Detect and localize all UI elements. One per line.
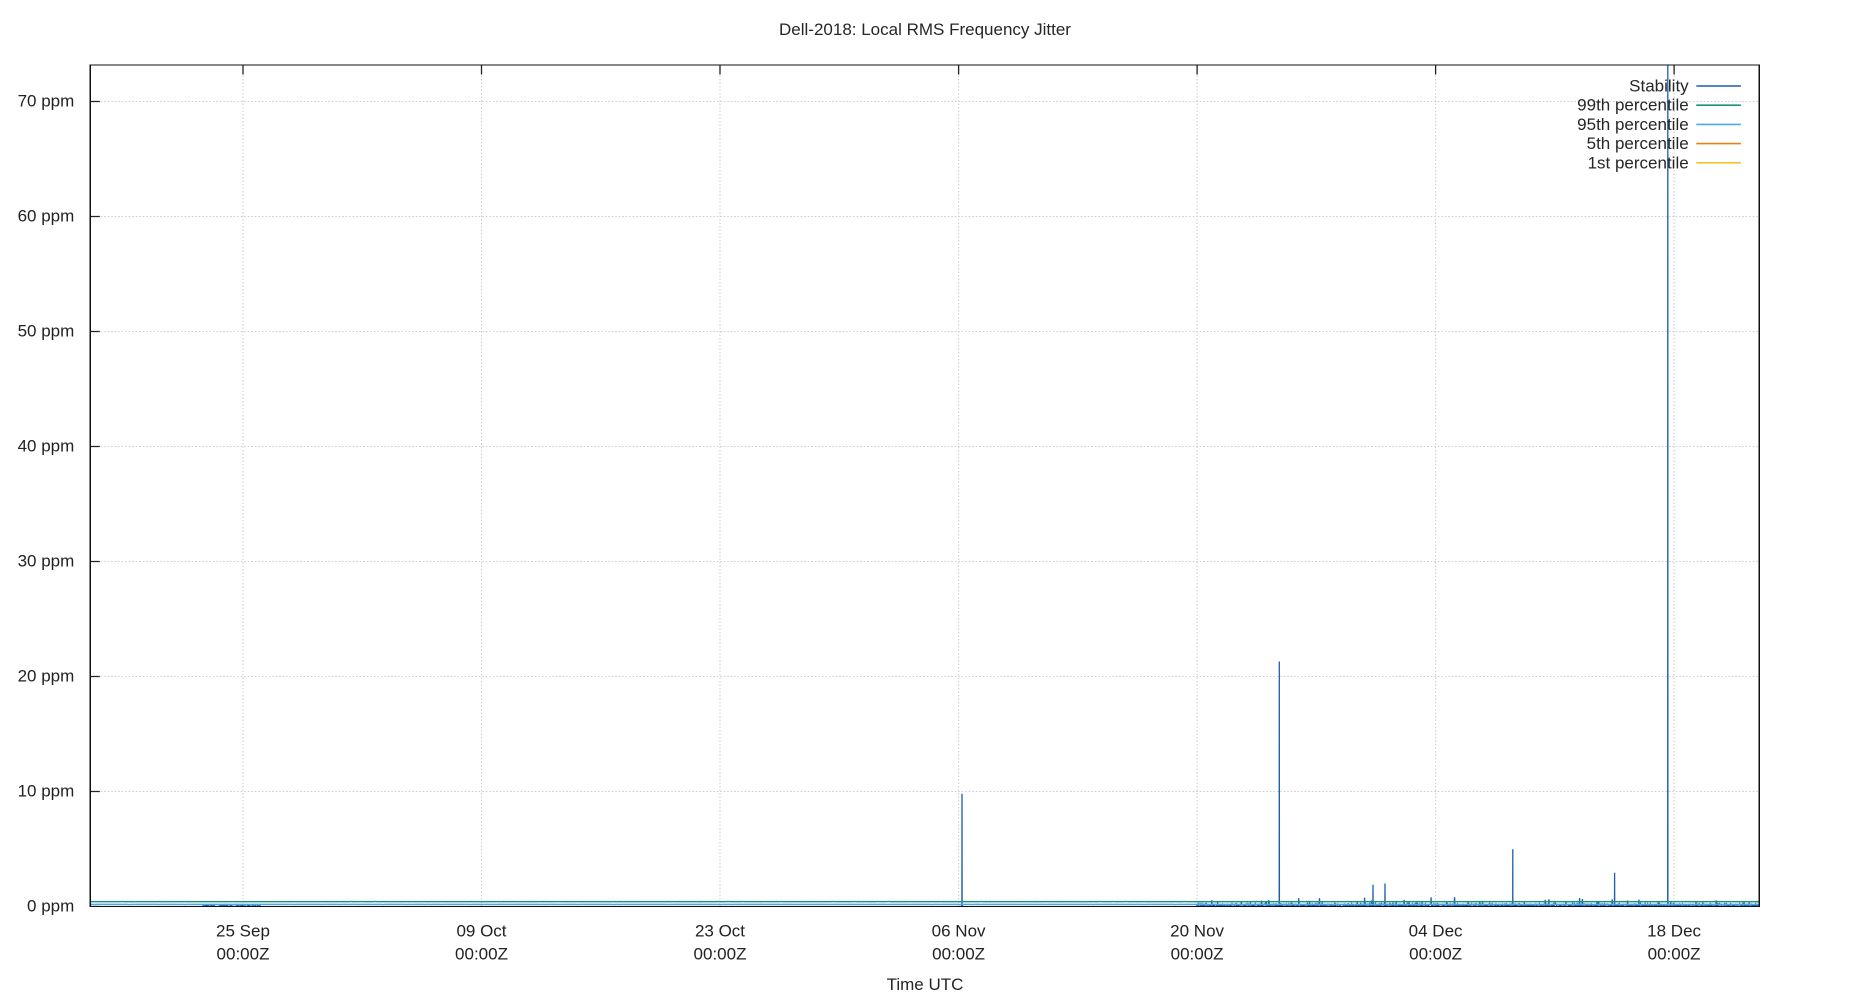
svg-text:09 Oct: 09 Oct xyxy=(456,922,506,941)
svg-text:1st percentile: 1st percentile xyxy=(1588,153,1689,172)
svg-text:Stability: Stability xyxy=(1629,77,1689,96)
svg-text:18 Dec: 18 Dec xyxy=(1647,922,1701,941)
svg-text:00:00Z: 00:00Z xyxy=(694,945,747,964)
svg-text:00:00Z: 00:00Z xyxy=(455,945,508,964)
svg-text:00:00Z: 00:00Z xyxy=(1171,945,1224,964)
svg-text:25 Sep: 25 Sep xyxy=(216,922,270,941)
svg-text:30 ppm: 30 ppm xyxy=(18,552,75,571)
svg-text:00:00Z: 00:00Z xyxy=(932,945,985,964)
svg-text:23 Oct: 23 Oct xyxy=(695,922,745,941)
svg-text:40 ppm: 40 ppm xyxy=(18,437,75,456)
svg-text:0 ppm: 0 ppm xyxy=(27,897,74,916)
svg-text:20 ppm: 20 ppm xyxy=(18,667,75,686)
svg-text:10 ppm: 10 ppm xyxy=(18,782,75,801)
svg-text:50 ppm: 50 ppm xyxy=(18,322,75,341)
svg-text:70 ppm: 70 ppm xyxy=(18,92,75,111)
svg-text:00:00Z: 00:00Z xyxy=(1648,945,1701,964)
svg-text:00:00Z: 00:00Z xyxy=(217,945,270,964)
svg-text:60 ppm: 60 ppm xyxy=(18,207,75,226)
svg-text:99th percentile: 99th percentile xyxy=(1577,96,1689,115)
svg-text:00:00Z: 00:00Z xyxy=(1409,945,1462,964)
svg-text:04 Dec: 04 Dec xyxy=(1409,922,1463,941)
svg-text:06 Nov: 06 Nov xyxy=(932,922,986,941)
svg-text:95th percentile: 95th percentile xyxy=(1577,115,1689,134)
svg-text:20 Nov: 20 Nov xyxy=(1170,922,1224,941)
svg-text:5th percentile: 5th percentile xyxy=(1587,134,1689,153)
